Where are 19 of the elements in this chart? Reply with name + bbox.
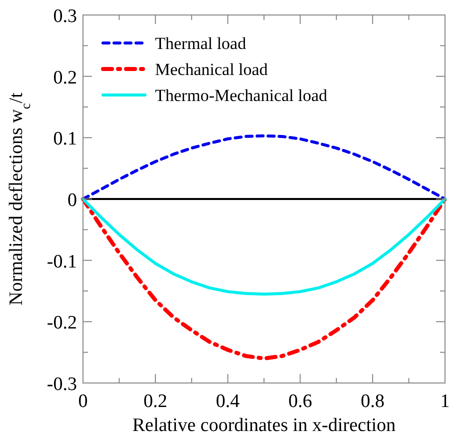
legend-label: Thermal load xyxy=(155,34,247,53)
y-tick-label: 0.2 xyxy=(53,67,77,88)
line-series xyxy=(82,134,446,200)
legend-label: Thermo-Mechanical load xyxy=(155,86,328,105)
y-tick-label: -0.3 xyxy=(46,374,77,395)
y-tick-label: -0.1 xyxy=(46,251,77,272)
y-tick-label: 0.1 xyxy=(53,128,77,150)
x-axis-title: Relative coordinates in x-direction xyxy=(132,415,396,436)
x-tick-label: 0.4 xyxy=(216,391,240,412)
x-tick-label: 1 xyxy=(440,391,450,412)
x-tick-label: 0.2 xyxy=(144,391,168,412)
legend-label: Mechanical load xyxy=(155,60,268,79)
y-tick-label: -0.2 xyxy=(46,312,77,334)
y-tick-label: 0 xyxy=(68,190,77,211)
line-series xyxy=(81,197,447,360)
x-tick-label: 0.8 xyxy=(360,391,384,412)
x-tick-label: 0.6 xyxy=(288,391,312,412)
y-tick-label: 0.3 xyxy=(53,6,77,27)
line-series xyxy=(82,198,446,296)
